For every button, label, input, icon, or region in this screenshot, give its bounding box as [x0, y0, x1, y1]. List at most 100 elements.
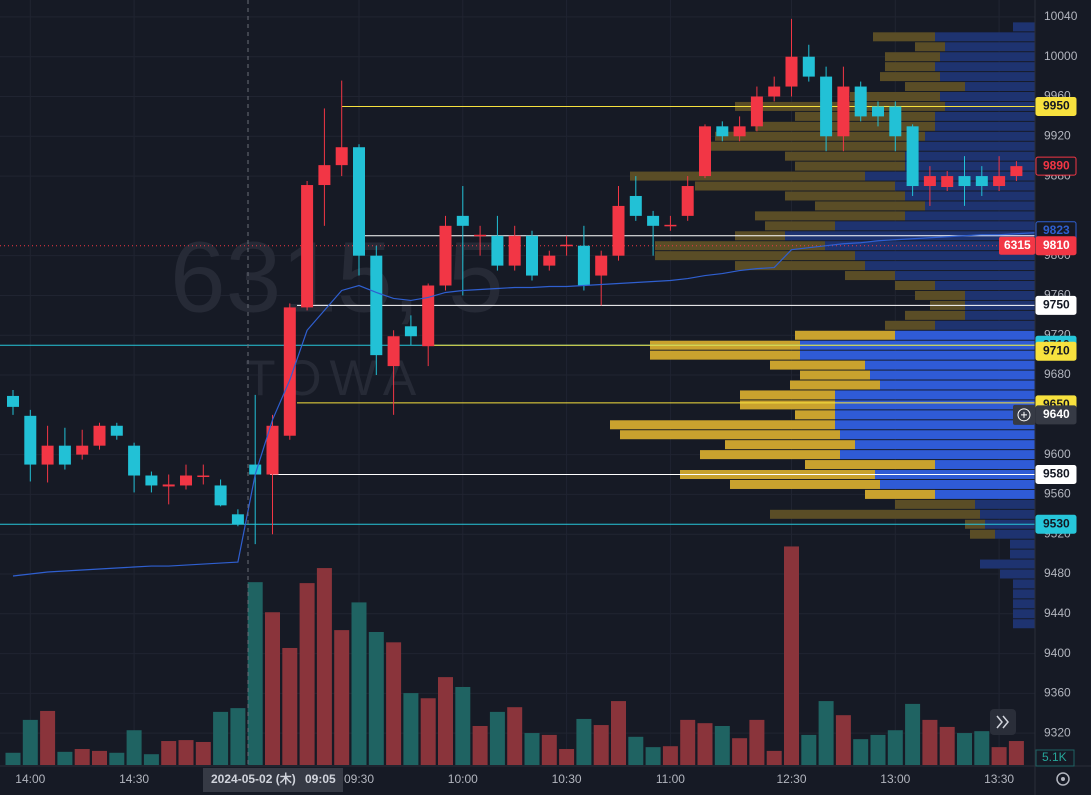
- vwap-line: [12, 232, 1036, 577]
- profile-up-bar: [935, 281, 1035, 291]
- profile-down-bar: [905, 310, 965, 320]
- profile-down-bar: [885, 62, 935, 72]
- profile-down-bar: [700, 450, 840, 460]
- candle-body: [612, 205, 625, 256]
- profile-up-bar: [965, 310, 1035, 320]
- profile-up-bar: [880, 380, 1035, 390]
- profile-up-bar: [870, 370, 1035, 380]
- candle-body: [283, 307, 296, 436]
- profile-up-bar: [935, 489, 1035, 499]
- level-label: 9750: [1043, 298, 1070, 312]
- profile-up-bar: [940, 91, 1035, 101]
- crosshair-plus: [1017, 408, 1031, 422]
- profile-up-bar: [800, 350, 1035, 360]
- volume-bar: [455, 686, 471, 765]
- watermark-symbol: 6315, 5: [170, 221, 504, 333]
- candle-body: [560, 244, 573, 247]
- profile-down-bar: [800, 370, 870, 380]
- candle-body: [41, 445, 54, 465]
- candle-body: [474, 234, 487, 237]
- compare-price-label-box: [1035, 236, 1077, 256]
- profile-down-bar: [885, 52, 940, 62]
- profile-up-bar: [995, 529, 1035, 539]
- profile-down-bar: [895, 281, 935, 291]
- volume-bar: [939, 726, 955, 765]
- x-tick-label: 14:30: [119, 772, 149, 786]
- y-tick-label: 9920: [1044, 128, 1071, 142]
- volume-bar: [126, 730, 142, 765]
- level-label: 9530: [1043, 516, 1070, 530]
- x-tick-label: 10:30: [552, 772, 582, 786]
- candle-body: [249, 464, 262, 475]
- candle-body: [716, 126, 729, 137]
- volume-bar: [870, 734, 886, 765]
- volume-bar: [887, 730, 903, 765]
- profile-down-bar: [873, 32, 935, 42]
- candle-body: [491, 235, 504, 266]
- y-tick-label: 9320: [1044, 725, 1071, 739]
- candle-body: [647, 215, 660, 226]
- volume-bar: [957, 733, 972, 765]
- volume-bar: [749, 719, 765, 765]
- profile-down-bar: [880, 72, 940, 82]
- volume-bar: [299, 583, 315, 765]
- candle-body: [180, 475, 192, 486]
- volume-bar: [213, 711, 229, 765]
- profile-down-bar: [815, 201, 925, 211]
- volume-bar: [611, 701, 626, 765]
- candle-body: [353, 147, 365, 256]
- volume-bar: [143, 754, 159, 765]
- volume-bar: [835, 715, 851, 765]
- scroll-button[interactable]: [990, 709, 1016, 735]
- volume-bar: [593, 725, 609, 765]
- settings-button[interactable]: [1056, 772, 1070, 786]
- volume-bar: [645, 747, 661, 765]
- candle-body: [387, 336, 400, 367]
- profile-down-bar: [655, 251, 855, 261]
- candle-body: [595, 255, 608, 276]
- profile-down-bar: [785, 151, 905, 161]
- x-tick-label: 13:00: [880, 772, 910, 786]
- profile-down-bar: [740, 400, 835, 410]
- candle-body: [906, 126, 919, 187]
- volume-bar: [472, 725, 488, 765]
- candle-body: [93, 425, 106, 446]
- volume-bar: [853, 739, 869, 765]
- candle-body: [58, 445, 71, 465]
- last-price-label: 9890: [1043, 158, 1070, 172]
- volume-bar: [368, 631, 384, 765]
- x-tick-label: 09:30: [344, 772, 374, 786]
- profile-down-bar: [715, 131, 925, 141]
- volume-bar: [507, 707, 523, 765]
- candle-body: [76, 445, 89, 455]
- level-label: 9710: [1043, 343, 1070, 357]
- crosshair-date: 2024-05-02 (木): [211, 771, 296, 786]
- level-label-box: [1035, 514, 1077, 534]
- volume-bar: [420, 698, 436, 765]
- level-label: 9950: [1043, 99, 1070, 113]
- candle-body: [110, 425, 123, 436]
- volume-bar: [109, 752, 125, 765]
- volume-bar: [316, 568, 332, 765]
- volume-bar: [766, 750, 782, 765]
- profile-up-bar: [840, 430, 1035, 440]
- volume-bar: [195, 741, 211, 765]
- compare-price-label: 9810: [1043, 238, 1070, 252]
- volume-bar: [784, 546, 799, 765]
- profile-up-bar: [935, 62, 1035, 72]
- candle-body: [318, 165, 331, 186]
- volume-bar: [541, 734, 557, 765]
- y-tick-label: 9480: [1044, 566, 1071, 580]
- y-tick-label: 9360: [1044, 686, 1071, 700]
- profile-down-bar: [915, 290, 965, 300]
- candle-body: [854, 86, 867, 117]
- volume-label-box: [1035, 749, 1075, 767]
- profile-down-bar: [845, 271, 895, 281]
- volume-bar: [801, 734, 817, 765]
- candle-body: [404, 326, 417, 337]
- profile-up-bar: [925, 131, 1035, 141]
- profile-up-bar: [835, 390, 1035, 400]
- volume-bar: [922, 719, 938, 765]
- candle-body: [768, 86, 781, 97]
- vwap-label: 9823: [1043, 223, 1070, 237]
